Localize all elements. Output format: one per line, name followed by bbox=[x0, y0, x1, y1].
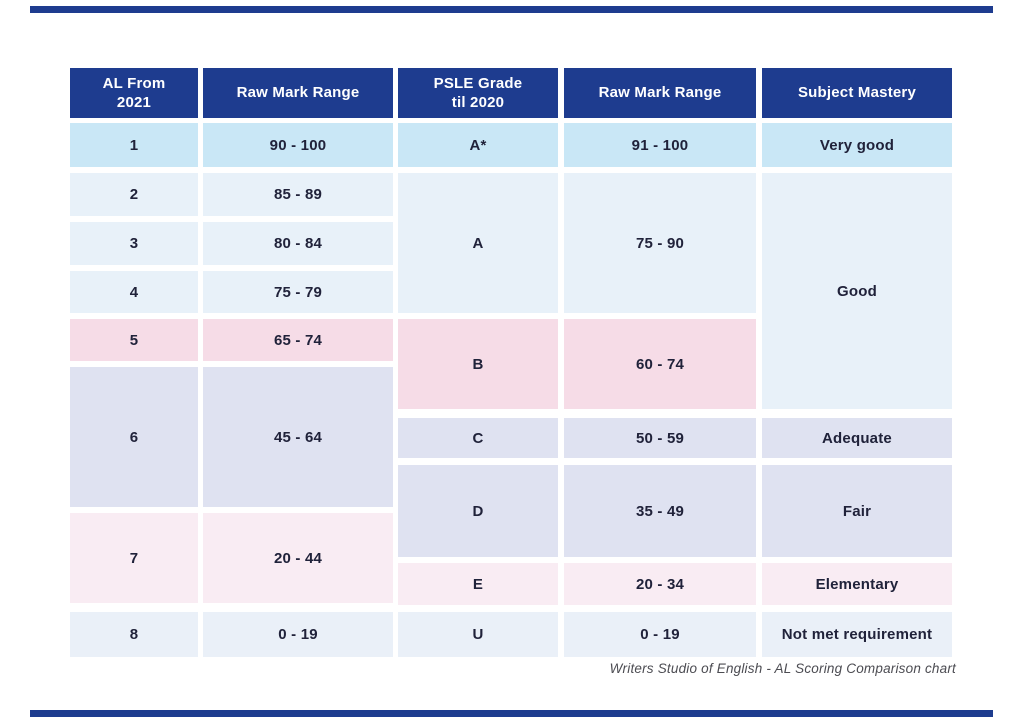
subject-mastery-cell: Good bbox=[762, 173, 952, 409]
al-level-cell: 2 bbox=[70, 173, 198, 216]
al-level-cell: 5 bbox=[70, 319, 198, 361]
psle-grade-cell: U bbox=[398, 612, 558, 657]
subject-mastery-cell: Not met requirement bbox=[762, 612, 952, 657]
header-al-from-2021: AL From 2021 bbox=[70, 68, 198, 118]
bottom-border-rule bbox=[30, 710, 993, 717]
source-caption: Writers Studio of English - AL Scoring C… bbox=[609, 661, 956, 676]
psle-mark-range-cell: 75 - 90 bbox=[564, 173, 756, 313]
al-mark-range-cell: 85 - 89 bbox=[203, 173, 393, 216]
al-mark-range-cell: 0 - 19 bbox=[203, 612, 393, 657]
subject-mastery-cell: Fair bbox=[762, 465, 952, 557]
psle-mark-range-cell: 0 - 19 bbox=[564, 612, 756, 657]
psle-mark-range-cell: 35 - 49 bbox=[564, 465, 756, 557]
al-level-cell: 3 bbox=[70, 222, 198, 265]
psle-grade-cell: A* bbox=[398, 123, 558, 167]
al-mark-range-cell: 45 - 64 bbox=[203, 367, 393, 507]
al-level-cell: 7 bbox=[70, 513, 198, 603]
psle-mark-range-cell: 60 - 74 bbox=[564, 319, 756, 409]
psle-grade-cell: E bbox=[398, 563, 558, 605]
al-mark-range-cell: 90 - 100 bbox=[203, 123, 393, 167]
header-subject-mastery: Subject Mastery bbox=[762, 68, 952, 118]
header-raw-mark-range-al: Raw Mark Range bbox=[203, 68, 393, 118]
al-level-cell: 4 bbox=[70, 271, 198, 313]
psle-grade-cell: A bbox=[398, 173, 558, 313]
psle-mark-range-cell: 20 - 34 bbox=[564, 563, 756, 605]
psle-mark-range-cell: 50 - 59 bbox=[564, 418, 756, 458]
subject-mastery-cell: Adequate bbox=[762, 418, 952, 458]
al-level-cell: 1 bbox=[70, 123, 198, 167]
psle-mark-range-cell: 91 - 100 bbox=[564, 123, 756, 167]
psle-grade-cell: D bbox=[398, 465, 558, 557]
subject-mastery-cell: Very good bbox=[762, 123, 952, 167]
al-level-cell: 8 bbox=[70, 612, 198, 657]
header-raw-mark-range-psle: Raw Mark Range bbox=[564, 68, 756, 118]
subject-mastery-cell: Elementary bbox=[762, 563, 952, 605]
header-psle-grade: PSLE Grade til 2020 bbox=[398, 68, 558, 118]
al-level-cell: 6 bbox=[70, 367, 198, 507]
al-mark-range-cell: 20 - 44 bbox=[203, 513, 393, 603]
al-mark-range-cell: 75 - 79 bbox=[203, 271, 393, 313]
al-mark-range-cell: 80 - 84 bbox=[203, 222, 393, 265]
psle-grade-cell: B bbox=[398, 319, 558, 409]
al-mark-range-cell: 65 - 74 bbox=[203, 319, 393, 361]
psle-grade-cell: C bbox=[398, 418, 558, 458]
top-border-rule bbox=[30, 6, 993, 13]
